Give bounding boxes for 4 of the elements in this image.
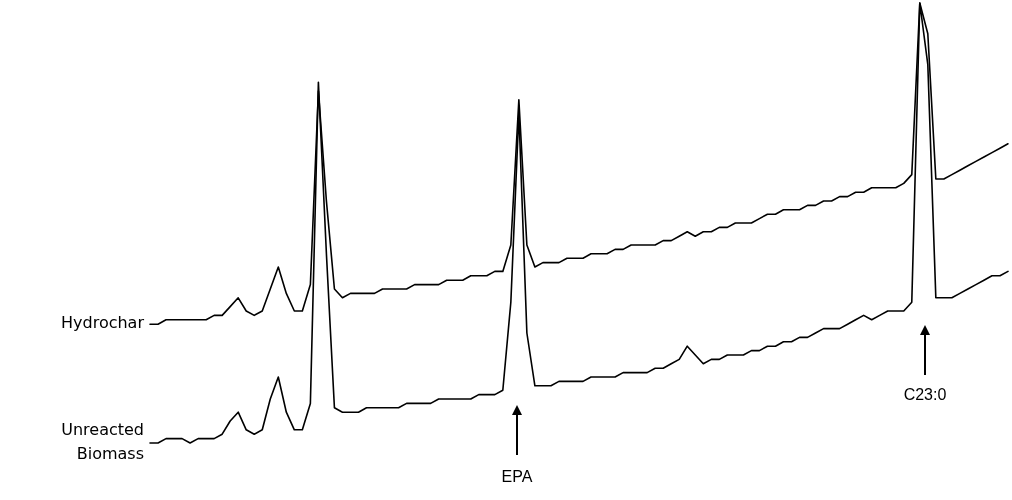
text: EPA (501, 468, 533, 486)
series-label: Unreacted Biomass (61, 420, 144, 464)
annotation: C23:0 (903, 386, 947, 404)
series-label: Hydrochar (61, 313, 145, 333)
